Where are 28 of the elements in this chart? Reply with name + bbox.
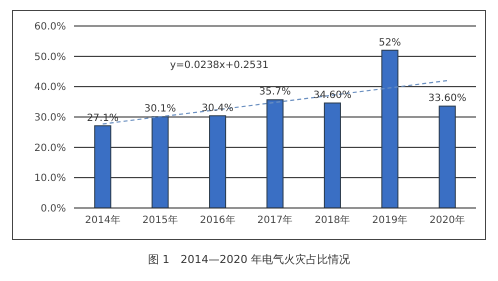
x-tick-label: 2015年 [142, 214, 178, 226]
text: 图 1 2014—2020 年电气火灾占比情况 [147, 252, 351, 267]
y-tick-label: 0.0% [40, 204, 66, 215]
data-label: 33.60% [428, 93, 466, 104]
x-tick-label: 2016年 [200, 214, 236, 226]
x-tick-label: 2017年 [257, 214, 293, 226]
x-tick-label: 2018年 [314, 214, 350, 226]
data-label: 30.4% [202, 102, 234, 114]
x-tick-label: 2019年 [372, 214, 408, 226]
y-tick-label: 40.0% [34, 82, 66, 94]
data-label: 30.1% [144, 104, 176, 115]
y-tick-label: 60.0% [34, 22, 66, 33]
annotation: y=0.0238x+0.2531 [168, 60, 271, 71]
bar [152, 116, 169, 208]
data-label: 35.7% [259, 86, 291, 98]
bar [266, 99, 284, 208]
bar [438, 106, 456, 208]
y-tick-label: 10.0% [34, 173, 66, 184]
y-tick-label: 20.0% [34, 142, 66, 154]
data-label: 52% [378, 37, 401, 48]
bar [209, 115, 226, 208]
y-tick-label: 50.0% [34, 52, 66, 63]
x-tick-label: 2014年 [84, 214, 120, 226]
x-tick-label: 2020年 [430, 214, 466, 226]
y-tick-label: 30.0% [34, 112, 66, 124]
bar [324, 102, 341, 208]
bar [381, 50, 398, 208]
bar [94, 125, 112, 208]
